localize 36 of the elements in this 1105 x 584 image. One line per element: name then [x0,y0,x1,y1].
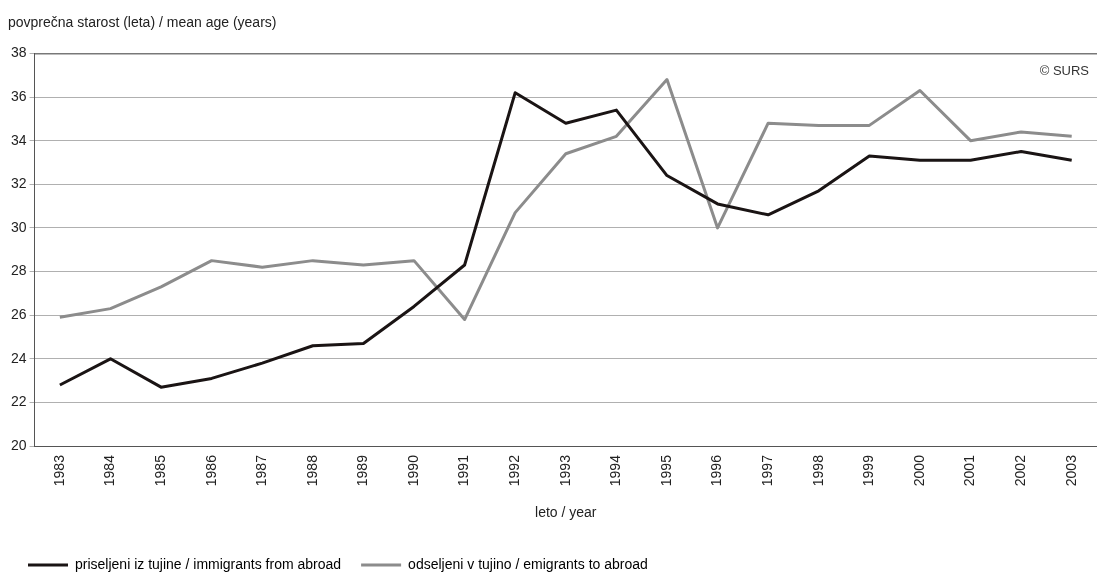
x-tick-label: 1993 [556,454,573,487]
y-tick-label: 34 [10,131,27,148]
x-tick-label: 2002 [1011,454,1028,487]
y-tick-label: 24 [10,349,27,366]
x-tick-label: 1997 [759,454,776,487]
legend-label: priseljeni iz tujine / immigrants from abroad [75,555,342,572]
x-tick-label: 1992 [506,454,523,487]
y-tick-label: 30 [10,218,27,235]
x-tick-label: 2001 [961,454,978,487]
x-tick-label: 1988 [303,454,320,487]
y-tick-label: 22 [10,393,27,410]
y-tick-label: 28 [10,262,27,279]
annotation: © SURS [1039,63,1090,79]
y-tick-label: 26 [10,306,27,323]
x-tick-label: 2003 [1062,454,1079,487]
y-tick-label: 36 [10,87,27,104]
x-tick-label: 1984 [101,454,118,487]
x-tick-label: 1999 [860,454,877,487]
x-tick-label: 1994 [607,454,624,487]
x-tick-label: 1990 [404,454,421,487]
legend-label: odseljeni v tujino / emigrants to abroad [408,555,648,572]
x-tick-label: 1983 [50,454,67,487]
x-tick-label: 1996 [708,454,725,487]
x-tick-label: 1998 [809,454,826,487]
y-axis-title: povprečna starost (leta) / mean age (years) [8,13,278,32]
y-tick-label: 32 [10,175,27,192]
x-tick-label: 1986 [202,454,219,487]
x-tick-label: 1991 [455,454,472,487]
x-tick-label: 1987 [253,454,270,487]
y-tick-label: 38 [10,44,27,61]
x-tick-label: 1985 [151,454,168,487]
y-tick-label: 20 [10,436,27,453]
x-axis-title: leto / year [535,504,597,521]
x-tick-label: 1989 [354,454,371,487]
x-tick-label: 2000 [910,454,927,487]
x-tick-label: 1995 [657,454,674,487]
